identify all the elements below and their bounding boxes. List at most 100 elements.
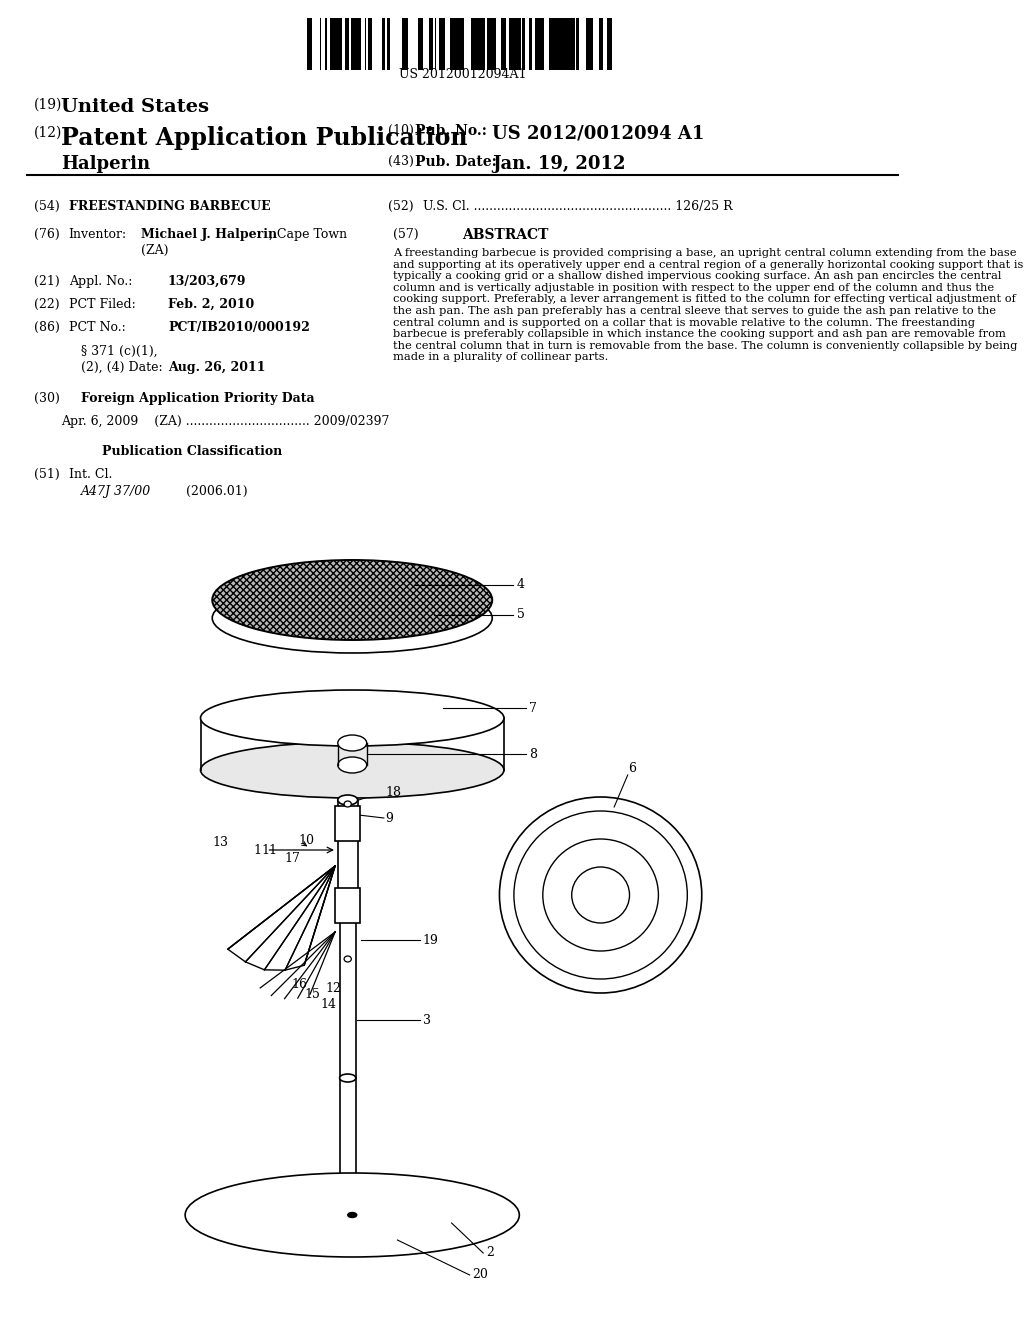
Bar [429, 18, 431, 70]
Text: PCT No.:: PCT No.: [69, 321, 125, 334]
Text: Inventor:: Inventor: [69, 228, 127, 242]
Text: 2: 2 [486, 1246, 494, 1259]
Bar [511, 18, 513, 70]
Text: (57): (57) [393, 228, 419, 242]
Text: (43): (43) [388, 154, 415, 168]
FancyBboxPatch shape [335, 888, 360, 923]
Bar [325, 18, 327, 70]
Text: 19: 19 [423, 933, 438, 946]
Text: US 20120012094A1: US 20120012094A1 [398, 69, 526, 82]
Bar [474, 18, 478, 70]
Bar [456, 18, 457, 70]
Bar [345, 18, 348, 70]
Text: Pub. No.:: Pub. No.: [416, 124, 487, 139]
Text: Apr. 6, 2009    (ZA) ................................ 2009/02397: Apr. 6, 2009 (ZA) ......................… [61, 414, 390, 428]
Bar [353, 18, 356, 70]
Bar [517, 18, 520, 70]
Ellipse shape [310, 1204, 394, 1225]
Bar [530, 18, 531, 70]
Bar [557, 18, 561, 70]
Bar [570, 18, 571, 70]
Bar [607, 18, 608, 70]
Text: Michael J. Halperin: Michael J. Halperin [141, 228, 278, 242]
Polygon shape [227, 866, 335, 970]
Bar [537, 18, 538, 70]
Bar [520, 18, 521, 70]
Bar [462, 18, 464, 70]
Text: (12): (12) [35, 125, 62, 140]
Bar [541, 18, 545, 70]
Text: A47J 37/00: A47J 37/00 [81, 484, 152, 498]
Bar [482, 18, 485, 70]
Bar [331, 18, 334, 70]
Text: Aug. 26, 2011: Aug. 26, 2011 [168, 360, 265, 374]
Ellipse shape [338, 795, 357, 805]
Bar [579, 18, 580, 70]
Bar [536, 18, 537, 70]
Text: 16: 16 [292, 978, 308, 991]
Bar [471, 18, 473, 70]
Text: (76): (76) [35, 228, 60, 242]
Bar [438, 18, 442, 70]
Bar [492, 18, 496, 70]
FancyBboxPatch shape [335, 807, 360, 841]
Bar [522, 18, 523, 70]
Ellipse shape [338, 735, 367, 751]
Text: (ZA): (ZA) [141, 244, 168, 257]
Text: 1: 1 [254, 843, 262, 857]
Text: (10): (10) [388, 124, 415, 137]
Ellipse shape [268, 1195, 436, 1236]
Text: Patent Application Publication: Patent Application Publication [61, 125, 468, 150]
Bar [516, 18, 517, 70]
Text: FREESTANDING BARBECUE: FREESTANDING BARBECUE [69, 201, 270, 213]
Text: 12: 12 [326, 982, 341, 994]
Text: 10: 10 [298, 833, 314, 846]
Ellipse shape [348, 1213, 356, 1217]
Text: 11: 11 [262, 843, 278, 857]
Bar [523, 18, 524, 70]
Text: 13: 13 [212, 837, 228, 850]
Bar [442, 18, 445, 70]
Bar [510, 18, 511, 70]
Text: (86): (86) [35, 321, 60, 334]
Text: Feb. 2, 2010: Feb. 2, 2010 [168, 298, 254, 312]
Text: 14: 14 [321, 998, 337, 1011]
Text: (22): (22) [35, 298, 60, 312]
Bar [608, 18, 611, 70]
Text: PCT/IB2010/000192: PCT/IB2010/000192 [168, 321, 310, 334]
Bar [564, 18, 567, 70]
Text: PCT Filed:: PCT Filed: [69, 298, 135, 312]
Ellipse shape [500, 797, 701, 993]
Bar [359, 18, 360, 70]
Text: Int. Cl.: Int. Cl. [69, 469, 112, 480]
Bar [387, 18, 390, 70]
Bar [556, 18, 557, 70]
Bar [341, 18, 342, 70]
Ellipse shape [201, 690, 504, 746]
Bar [431, 18, 433, 70]
Bar [538, 18, 541, 70]
Bar [553, 18, 556, 70]
Bar [599, 18, 602, 70]
Bar [478, 18, 480, 70]
Bar [358, 18, 359, 70]
Ellipse shape [201, 742, 504, 799]
Bar [338, 800, 357, 908]
Bar [403, 18, 408, 70]
Bar [356, 18, 358, 70]
Bar [457, 18, 460, 70]
Bar [480, 18, 482, 70]
Text: 6: 6 [628, 763, 636, 776]
Bar [561, 18, 562, 70]
Bar [487, 18, 489, 70]
Text: 5: 5 [517, 609, 524, 622]
Text: 20: 20 [472, 1269, 488, 1282]
Text: 18: 18 [386, 785, 401, 799]
Ellipse shape [344, 956, 351, 962]
Bar [454, 18, 456, 70]
Bar [505, 18, 506, 70]
Bar [562, 18, 564, 70]
Bar [310, 18, 311, 70]
Text: (2006.01): (2006.01) [186, 484, 248, 498]
Text: (2), (4) Date:: (2), (4) Date: [81, 360, 163, 374]
